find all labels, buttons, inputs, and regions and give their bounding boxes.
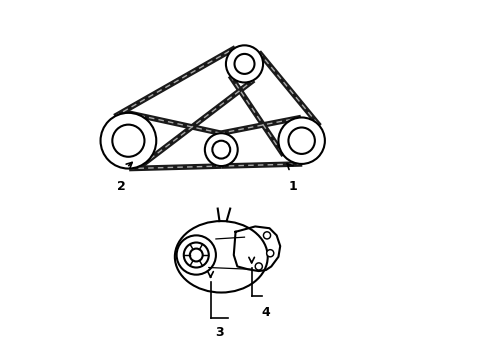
Circle shape [112,125,144,157]
Circle shape [255,263,262,270]
Circle shape [183,243,208,267]
Circle shape [176,235,216,275]
Circle shape [263,232,270,239]
Circle shape [189,249,203,261]
Circle shape [288,127,314,154]
Circle shape [225,45,263,82]
Circle shape [204,133,237,166]
Circle shape [212,141,230,158]
Text: 3: 3 [215,327,224,339]
Circle shape [278,117,324,164]
Text: 4: 4 [261,306,270,319]
Text: 1: 1 [288,180,297,193]
Circle shape [101,113,156,168]
Circle shape [234,54,254,74]
Text: 2: 2 [117,180,125,193]
Ellipse shape [175,221,267,293]
Circle shape [266,249,273,257]
